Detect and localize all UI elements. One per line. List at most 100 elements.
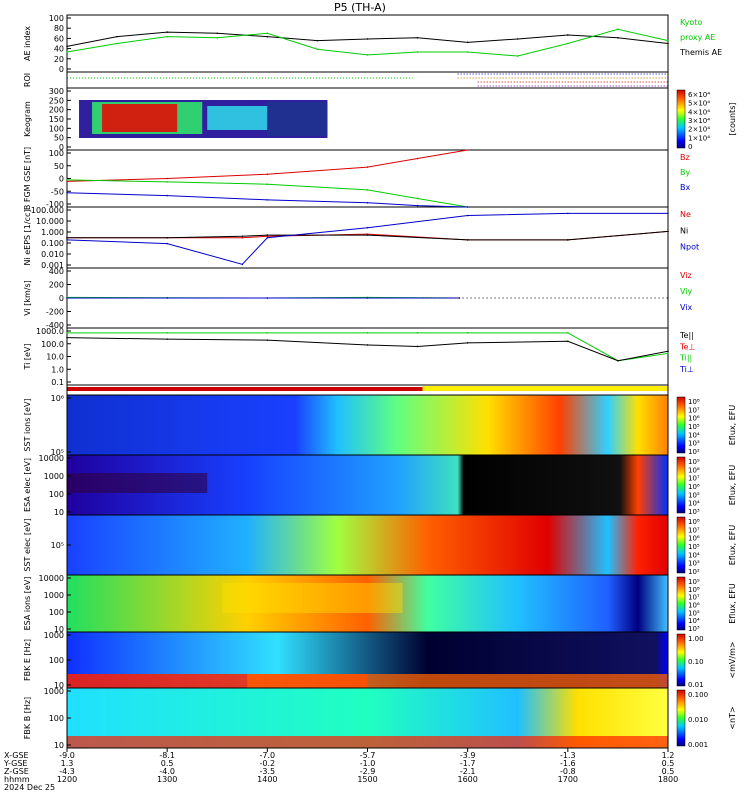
mode-bar-slow: [422, 386, 668, 391]
colorbar-label: Eflux, EFU: [728, 405, 737, 446]
point-Kyoto proxy AE: [366, 54, 369, 56]
legend-Themis AE: Themis AE: [679, 48, 722, 57]
ytick-label: 0: [59, 175, 64, 184]
row-label-X-GSE: X-GSE: [4, 751, 29, 760]
row-value: -1.0: [360, 759, 376, 768]
point-Te||: [266, 339, 269, 341]
ylabel-bfgm: B FGM GSE [nT]: [23, 147, 32, 210]
keogram-dark: [267, 102, 328, 136]
ytick-label: 100: [49, 124, 64, 133]
point-Kyoto proxy AE: [466, 51, 469, 53]
legend-Viy: Viy: [680, 287, 693, 296]
ylabel-sst_i: SST ions [eV]: [23, 398, 32, 451]
keogram-cyan: [207, 106, 268, 130]
point-Npot: [66, 239, 68, 241]
ytick-label: 100: [49, 656, 64, 665]
ytick-label: 0: [59, 143, 64, 152]
esa-e-dark-band: [67, 473, 208, 493]
point-Bx: [166, 194, 168, 197]
row-value: -8.1: [159, 751, 175, 760]
point-Te||: [567, 340, 569, 343]
ytick-label: 100: [49, 149, 64, 158]
point-Ti||: [266, 332, 269, 334]
ytick-label: 100: [49, 14, 64, 23]
ytick-label: -400: [46, 321, 64, 330]
ytick-label: 10: [54, 508, 64, 517]
point-Ti||: [66, 332, 68, 334]
colorbar-tick-label: 10⁸: [688, 466, 700, 474]
colorbar-tick-label: 2×10⁴: [688, 126, 710, 134]
legend-Ti||: Ti||: [679, 354, 692, 363]
point-Te||: [667, 350, 669, 353]
point-Ni: [266, 234, 269, 236]
colorbar-tick-label: 10⁵: [688, 609, 700, 617]
colorbar-tick-label: 10³: [688, 508, 700, 516]
point-Kyoto proxy AE: [116, 42, 118, 45]
row-label-Z-GSE: Z-GSE: [4, 767, 29, 776]
row-value: 1800: [658, 775, 678, 784]
point-Bx: [466, 206, 469, 208]
point-Ni: [667, 230, 669, 233]
point-By: [266, 183, 269, 185]
ytick-label: 200: [49, 106, 64, 115]
row-value: 0.5: [662, 759, 675, 768]
row-label-hhmm: hhmm: [4, 775, 30, 784]
colorbar-tick-label: 10³: [688, 560, 700, 568]
point-Themis AE: [366, 38, 369, 40]
series-Ni: [67, 230, 669, 241]
colorbar-tick-label: 10⁴: [688, 617, 700, 625]
colorbar-tick-label: 10³: [688, 625, 700, 633]
point-Te||: [66, 336, 68, 339]
legend-Kyoto: Kyoto: [680, 18, 702, 27]
esa-i-arc: [222, 583, 403, 613]
ylabel-temperature: Ti [eV]: [23, 343, 32, 370]
point-Npot: [466, 214, 469, 217]
point-Ni: [241, 235, 244, 238]
ytick-label: 1000: [44, 631, 64, 640]
ytick-label: 1.000: [41, 228, 64, 237]
row-value: 1500: [357, 775, 377, 784]
point-Vix: [166, 297, 168, 299]
row-value: -1.3: [560, 751, 576, 760]
point-Bz: [416, 157, 419, 160]
point-Bz: [466, 149, 469, 151]
point-By: [366, 189, 369, 191]
ytick-label: 10000: [39, 574, 64, 583]
ytick-label: 400: [49, 267, 64, 276]
point-Themis AE: [66, 45, 68, 48]
ylabel-esa_e: ESA elec [eV]: [23, 458, 32, 512]
point-Kyoto proxy AE: [66, 51, 68, 53]
point-Npot: [241, 263, 244, 266]
point-Kyoto proxy AE: [617, 28, 619, 31]
point-Npot: [667, 212, 669, 215]
colorbar-label: Eflux, EFU: [728, 525, 737, 566]
point-Ti||: [567, 332, 569, 334]
row-value: -0.8: [560, 767, 576, 776]
point-Ne: [266, 235, 269, 238]
ytick-label: 10: [54, 625, 64, 634]
row-value: -5.7: [360, 751, 376, 760]
colorbar-tick-label: 6×10⁴: [688, 91, 710, 99]
point-Bx: [366, 201, 369, 204]
point-Te||: [617, 359, 619, 362]
legend-Ti⊥: Ti⊥: [679, 365, 694, 374]
ytick-label: 100: [49, 490, 64, 499]
row-value: -3.9: [460, 751, 476, 760]
ytick-label: 0: [59, 65, 64, 74]
row-value: -1.7: [460, 759, 476, 768]
ylabel-roi: ROI: [23, 73, 32, 87]
ytick-label: 100.000: [31, 206, 64, 215]
colorbar-tick-label: 10⁴: [688, 551, 700, 559]
colorbar-tick-label: 10⁶: [688, 535, 700, 543]
row-value: 1.3: [61, 759, 74, 768]
ytick-label: 100.0: [41, 340, 64, 349]
point-Te||: [466, 342, 469, 344]
ytick-label: 10000: [39, 454, 64, 463]
row-value: -2.1: [460, 767, 476, 776]
colorbar-tick-label: 10⁶: [688, 483, 700, 491]
colorbar-label: Eflux, EFU: [728, 583, 737, 624]
point-Kyoto proxy AE: [266, 32, 269, 35]
point-Ni: [567, 239, 569, 241]
mode-bar-fast: [67, 387, 423, 391]
point-Ti||: [166, 332, 168, 334]
